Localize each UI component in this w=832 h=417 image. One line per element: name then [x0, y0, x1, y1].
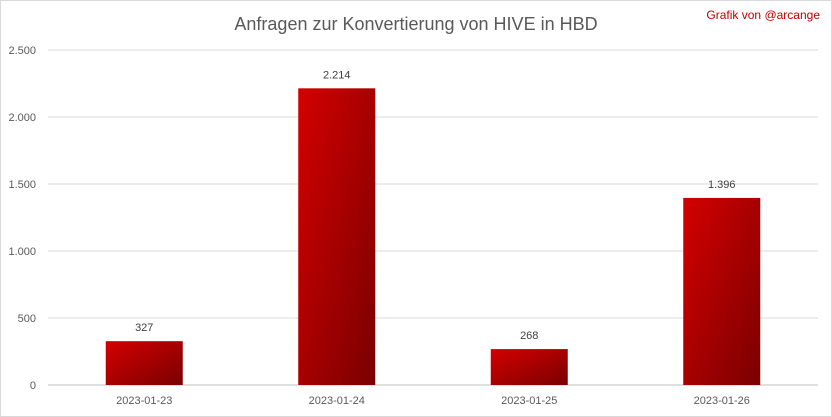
x-tick-label: 2023-01-23 [116, 395, 172, 407]
bar-2023-01-23 [105, 341, 183, 385]
bar-2023-01-26 [683, 197, 761, 385]
bar-2023-01-25 [490, 349, 568, 385]
y-axis-tick-labels: 0 500 1.000 1.500 2.000 2.500 [8, 45, 36, 392]
x-axis-tick-labels: 2023-01-23 2023-01-24 2023-01-25 2023-01-26 [116, 395, 750, 407]
data-label-2023-01-26: 1.396 [708, 179, 736, 191]
x-tick-label: 2023-01-25 [501, 395, 557, 407]
y-tick-label: 2.500 [8, 45, 36, 57]
y-tick-label: 0 [30, 380, 36, 392]
y-tick-label: 1.500 [8, 179, 36, 191]
y-tick-label: 1.000 [8, 246, 36, 258]
bar-2023-01-24 [298, 88, 376, 385]
chart-credit: Grafik von @arcange [706, 8, 820, 22]
x-tick-label: 2023-01-24 [309, 395, 365, 407]
data-label-2023-01-25: 268 [520, 330, 538, 342]
chart-title: Anfragen zur Konvertierung von HIVE in H… [234, 14, 598, 34]
x-tick-label: 2023-01-26 [694, 395, 750, 407]
y-tick-label: 2.000 [8, 112, 36, 124]
y-tick-label: 500 [18, 313, 36, 325]
data-label-2023-01-23: 327 [135, 322, 153, 334]
bars [105, 88, 761, 385]
data-labels: 327 2.214 268 1.396 [135, 69, 735, 342]
data-label-2023-01-24: 2.214 [323, 69, 351, 81]
